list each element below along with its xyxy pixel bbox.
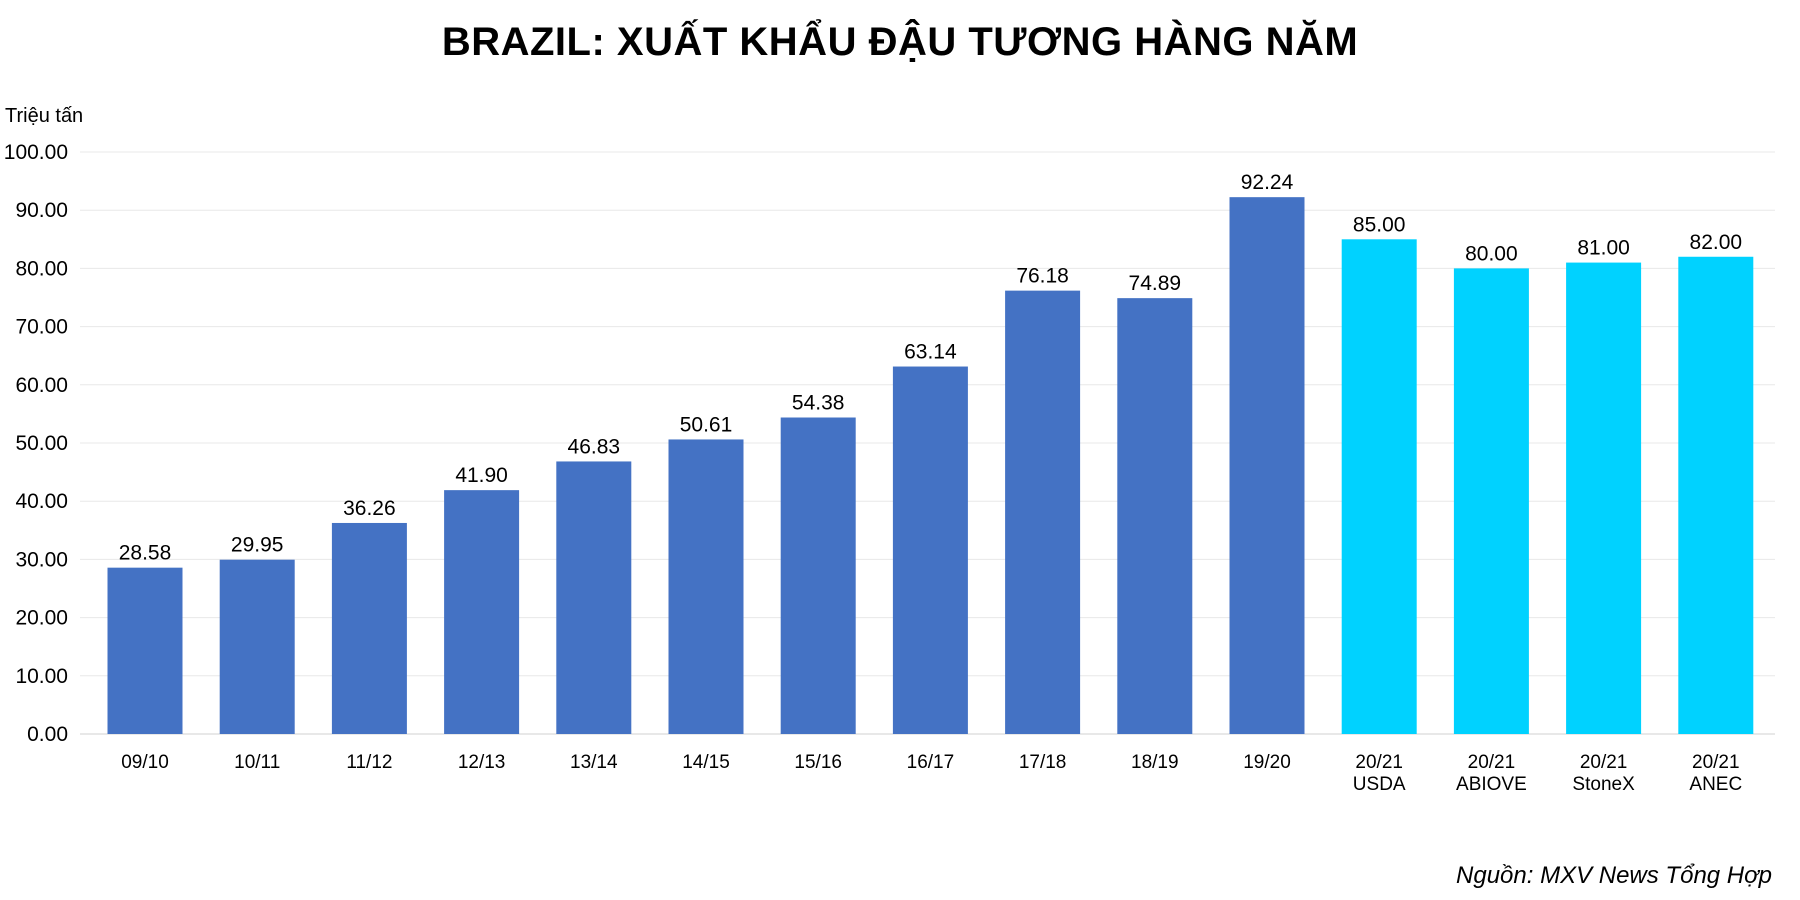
data-label: 46.83 <box>568 435 621 458</box>
x-tick-label: 17/18 <box>1019 752 1067 773</box>
x-tick-label: 20/21 <box>1580 752 1628 773</box>
data-label: 74.89 <box>1129 272 1182 295</box>
bars <box>107 197 1754 735</box>
value-labels: 28.58 29.95 36.26 41.90 46.83 50.61 54.38 63.14… <box>119 171 1742 565</box>
data-label: 85.00 <box>1353 213 1406 236</box>
x-tick-label: 10/11 <box>234 752 280 773</box>
data-label: 82.00 <box>1690 231 1743 254</box>
y-tick-label: 60.00 <box>15 374 68 397</box>
y-tick-label: 80.00 <box>15 257 68 280</box>
y-tick-label: 50.00 <box>15 432 68 455</box>
bar <box>219 559 295 734</box>
y-tick-label: 70.00 <box>15 316 68 339</box>
data-label: 36.26 <box>343 497 396 520</box>
bar <box>331 522 407 734</box>
x-tick-label: ANEC <box>1689 774 1742 795</box>
bar <box>780 417 856 734</box>
chart-title: BRAZIL: XUẤT KHẨU ĐẬU TƯƠNG HÀNG NĂM <box>441 20 1359 64</box>
bar <box>1229 197 1305 734</box>
y-tick-label: 0.00 <box>27 723 68 746</box>
data-label: 50.61 <box>680 413 733 436</box>
y-tick-label: 100.00 <box>4 141 68 164</box>
x-tick-label: 11/12 <box>346 752 392 773</box>
bar <box>556 461 632 734</box>
y-axis-ticks: 0.00 10.00 20.00 30.00 40.00 50.00 60.00 70.00 8… <box>4 141 68 746</box>
x-axis-labels: 09/10 10/11 11/12 12/13 13/14 14/15 15/16 16/17… <box>121 752 1742 795</box>
data-label: 28.58 <box>119 542 172 565</box>
data-label: 81.00 <box>1577 237 1630 260</box>
x-tick-label: 16/17 <box>907 752 955 773</box>
bar <box>1453 268 1529 734</box>
bar <box>892 366 968 734</box>
bar <box>1117 298 1193 734</box>
bar <box>1341 239 1417 735</box>
x-tick-label: 13/14 <box>570 752 618 773</box>
data-label: 54.38 <box>792 392 845 415</box>
data-label: 80.00 <box>1465 242 1518 265</box>
y-tick-label: 20.00 <box>15 607 68 630</box>
x-tick-label: 20/21 <box>1692 752 1740 773</box>
bar <box>1566 262 1642 734</box>
y-tick-label: 30.00 <box>15 548 68 571</box>
data-label: 29.95 <box>231 534 284 557</box>
y-tick-label: 10.00 <box>15 665 68 688</box>
data-label: 76.18 <box>1016 265 1069 288</box>
bar <box>444 490 520 734</box>
x-tick-label: USDA <box>1353 774 1406 795</box>
y-tick-label: 90.00 <box>15 199 68 222</box>
x-tick-label: 12/13 <box>458 752 506 773</box>
x-tick-label: 19/20 <box>1243 752 1291 773</box>
x-tick-label: 15/16 <box>794 752 842 773</box>
bar <box>668 439 744 734</box>
bar <box>107 567 183 734</box>
x-tick-label: 09/10 <box>121 752 169 773</box>
y-tick-label: 40.00 <box>15 490 68 513</box>
x-tick-label: 18/19 <box>1131 752 1179 773</box>
source-note: Nguồn: MXV News Tổng Hợp <box>1456 862 1772 889</box>
data-label: 63.14 <box>904 341 957 364</box>
y-axis-unit-label: Triệu tấn <box>5 105 84 127</box>
bar <box>1005 290 1081 734</box>
bar <box>1678 256 1754 734</box>
x-tick-label: 14/15 <box>682 752 730 773</box>
x-tick-label: StoneX <box>1572 774 1635 795</box>
x-tick-label: ABIOVE <box>1456 774 1527 795</box>
data-label: 92.24 <box>1241 171 1294 194</box>
x-tick-label: 20/21 <box>1355 752 1403 773</box>
data-label: 41.90 <box>455 464 508 487</box>
x-tick-label: 20/21 <box>1468 752 1516 773</box>
